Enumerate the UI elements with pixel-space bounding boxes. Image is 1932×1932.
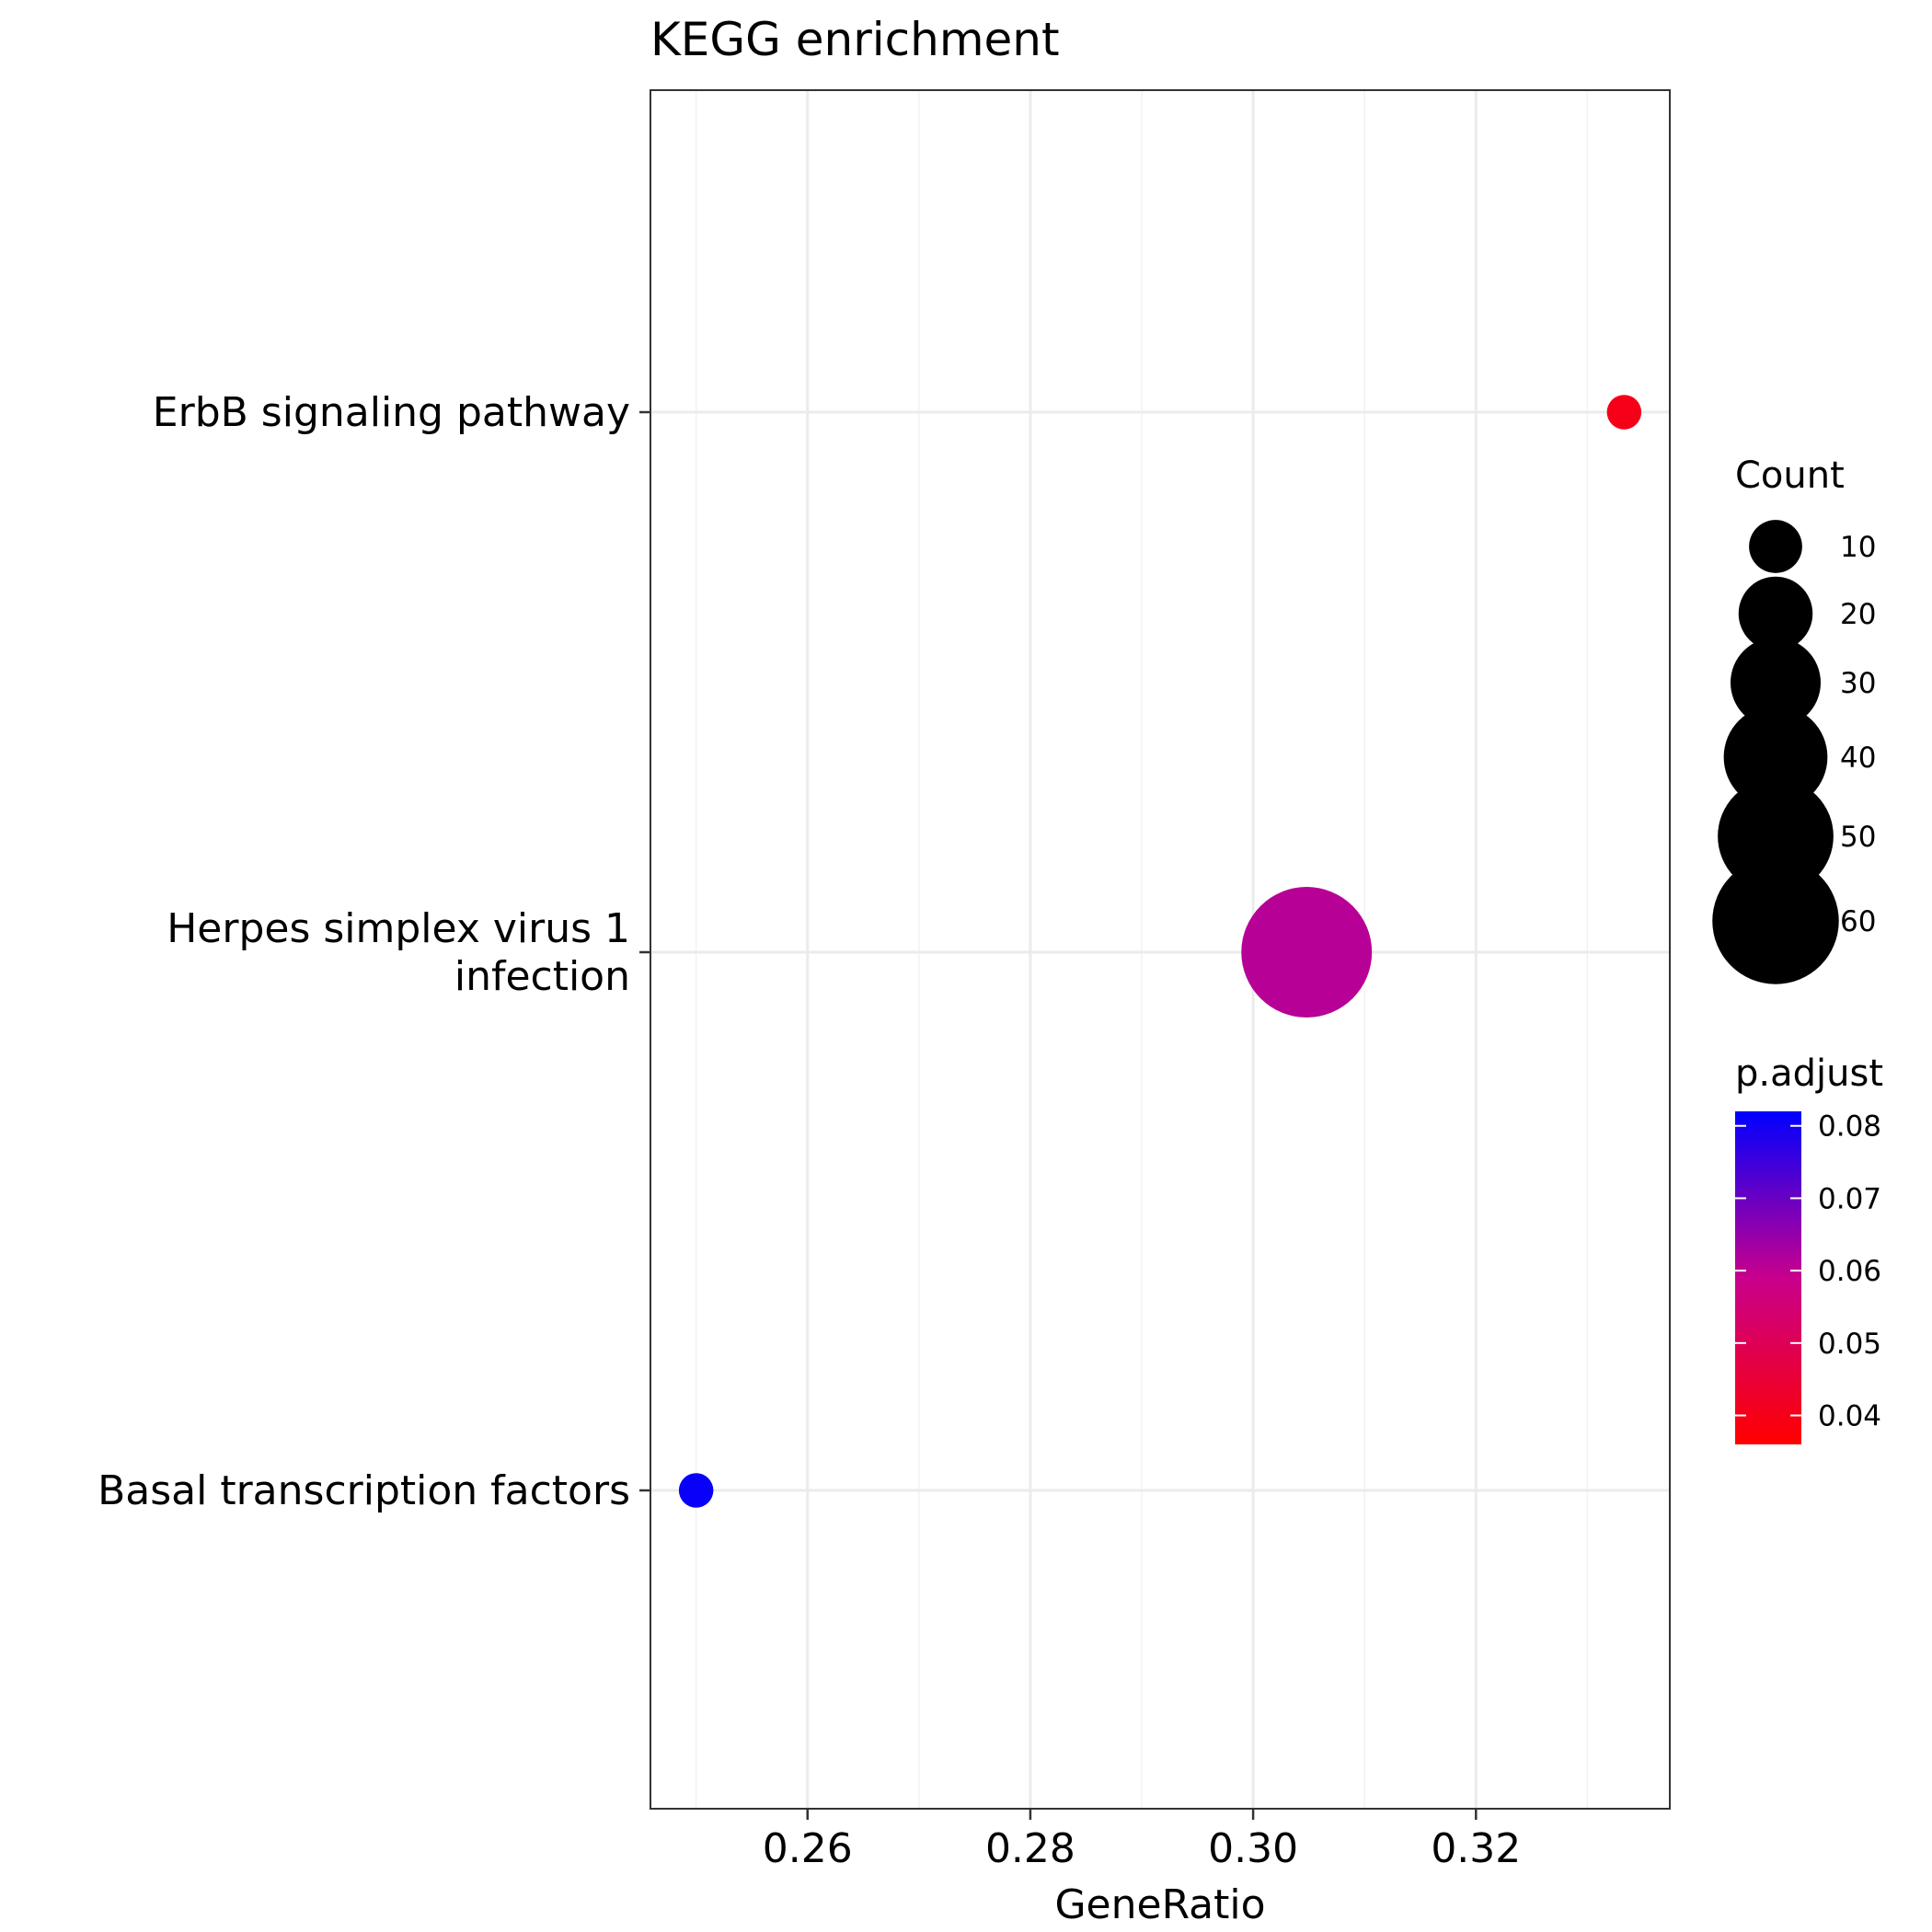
panel-background [650,90,1670,1809]
x-tick-label: 0.28 [985,1825,1075,1872]
y-tick-label: Basal transcription factors [98,1467,630,1514]
chart-title: KEGG enrichment [650,13,1060,66]
data-point [1241,887,1373,1018]
p-adjust-tick-label: 0.04 [1818,1400,1881,1433]
p-adjust-legend-title: p.adjust [1735,1052,1883,1095]
y-axis: ErbB signaling pathway Herpes simplex vir… [98,389,650,1514]
count-legend-key [1749,520,1802,573]
count-legend-key [1730,637,1822,729]
data-points [678,395,1642,1508]
plot-panel [650,89,1671,1810]
panel-border [650,89,1671,1810]
p-adjust-tick-label: 0.08 [1818,1110,1881,1144]
major-gridlines [650,90,1670,1809]
y-tick-label: ErbB signaling pathway [153,389,630,436]
count-legend-key [1712,857,1839,984]
count-legend-label: 60 [1840,905,1876,938]
y-tick-label: Herpes simplex virus 1 infection [167,905,630,1000]
p-adjust-tick-label: 0.07 [1818,1182,1881,1215]
x-tick-label: 0.30 [1208,1825,1298,1872]
p-adjust-tick-label: 0.06 [1818,1255,1881,1288]
count-legend-label: 30 [1840,667,1876,700]
count-legend-label: 50 [1840,821,1876,854]
data-point [1606,395,1642,430]
count-legend-title: Count [1735,454,1845,497]
x-axis: 0.26 0.28 0.30 0.32 [763,1809,1521,1872]
x-axis-title: GeneRatio [1054,1881,1265,1928]
count-legend-label: 10 [1840,531,1876,564]
p-adjust-legend: p.adjust 0.04 0.05 0.06 0.07 0.08 [1735,1052,1883,1444]
x-tick-label: 0.32 [1431,1825,1521,1872]
count-legend-label: 20 [1840,598,1876,631]
minor-gridlines [695,90,1589,1809]
count-legend-label: 40 [1840,742,1876,775]
x-tick-label: 0.26 [763,1825,853,1872]
count-legend: Count 10 20 30 40 50 60 [1712,454,1876,984]
p-adjust-colorbar [1735,1111,1801,1444]
count-legend-key [1723,705,1828,810]
data-point [678,1473,714,1508]
count-legend-key [1738,576,1813,651]
p-adjust-tick-label: 0.05 [1818,1328,1881,1361]
